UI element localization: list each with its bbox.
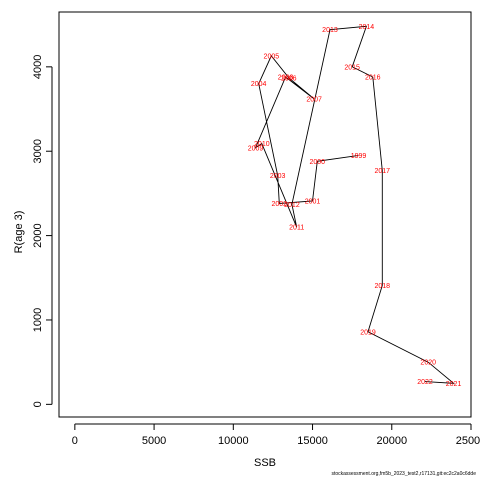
year-label: 2022 [417, 379, 433, 386]
year-label: 2006 [281, 75, 297, 82]
year-label: 2008 [278, 74, 294, 81]
y-axis-title: R(age 3) [13, 211, 25, 254]
year-label: 2015 [344, 64, 360, 71]
year-label: 2002 [271, 201, 287, 208]
year-label: 2021 [446, 381, 462, 388]
year-label: 2020 [420, 360, 436, 367]
year-label: 2000 [310, 159, 326, 166]
year-label: 2007 [306, 96, 322, 103]
y-tick-label: 4000 [32, 55, 44, 79]
ssb-recruitment-line [254, 25, 455, 384]
year-label: 2017 [374, 168, 390, 175]
x-tick-label: 15000 [297, 435, 328, 447]
year-label: 2018 [374, 283, 390, 290]
series-path [254, 25, 455, 384]
x-tick-label: 0 [72, 435, 78, 447]
year-label: 2012 [284, 202, 300, 209]
year-label: 2019 [360, 329, 376, 336]
y-tick-label: 2000 [32, 223, 44, 247]
year-label: 2016 [365, 74, 381, 81]
year-label: 2001 [305, 199, 321, 206]
y-tick-label: 3000 [32, 139, 44, 163]
year-label: 2005 [264, 53, 280, 60]
y-axis: 0 1000 2000 3000 4000 [32, 55, 53, 407]
year-label: 2004 [251, 81, 267, 88]
year-label: 2011 [289, 225, 304, 232]
x-tick-label: 20000 [376, 435, 407, 447]
x-tick-label: 5000 [142, 435, 166, 447]
y-tick-label: 0 [32, 401, 44, 407]
year-label: 2010 [254, 141, 270, 148]
year-label: 2013 [322, 27, 338, 34]
footer-source-text: stockassessment.org,fm5b_2023_test2,r171… [331, 471, 476, 477]
y-tick-label: 1000 [32, 308, 44, 332]
x-axis-title: SSB [254, 457, 276, 469]
year-label: 1999 [351, 153, 367, 160]
year-label: 2003 [270, 173, 286, 180]
year-label: 2009 [248, 145, 264, 152]
year-label: 2014 [359, 24, 375, 31]
x-tick-label: 10000 [218, 435, 249, 447]
point-labels: 1999 2000 2001 2002 2003 2004 2005 2006 2007 2008… [248, 24, 462, 388]
plot-frame [58, 11, 472, 418]
